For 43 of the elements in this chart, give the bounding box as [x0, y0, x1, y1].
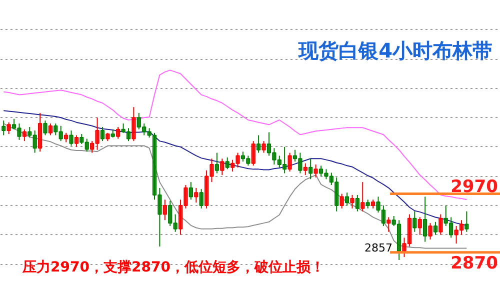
candlestick	[188, 182, 193, 200]
candlestick	[214, 152, 219, 174]
candlestick	[355, 194, 360, 212]
candlestick	[43, 120, 48, 136]
candlestick	[220, 158, 224, 176]
candlestick	[350, 194, 354, 209]
candlestick	[464, 210, 469, 232]
candlestick	[100, 126, 105, 142]
candlestick	[64, 132, 68, 143]
candlestick	[162, 199, 167, 221]
ref-line-label: 2870	[450, 253, 498, 274]
candlestick	[6, 122, 11, 135]
candlestick	[433, 221, 438, 236]
candlestick	[438, 214, 443, 236]
candlestick	[386, 216, 391, 232]
candlestick	[412, 210, 417, 232]
candlestick	[74, 134, 79, 148]
candlestick	[251, 140, 256, 166]
candlestick	[422, 196, 428, 242]
text: 现货白银4小时布林带	[298, 38, 493, 62]
candlestick	[199, 188, 204, 209]
candlestick	[308, 158, 313, 180]
candlestick	[69, 130, 74, 146]
candlestick	[303, 162, 308, 176]
candlestick	[418, 216, 422, 236]
annotation: 压力2970，支撑2870，低位短多，破位止损！	[22, 260, 324, 276]
candlestick	[314, 164, 318, 178]
candlestick	[344, 192, 350, 206]
candlestick	[256, 134, 261, 154]
candlestick	[132, 106, 136, 142]
annotation: 2857	[364, 242, 393, 254]
candlestick	[22, 128, 26, 142]
candlestick	[288, 152, 292, 172]
candlestick	[116, 126, 120, 140]
candlestick	[194, 187, 198, 204]
candlestick	[2, 120, 6, 136]
candlestick	[428, 222, 432, 240]
candlestick	[340, 193, 344, 209]
candlestick	[48, 123, 53, 136]
ref-line-label: 2970	[450, 176, 498, 197]
candlestick	[262, 140, 266, 154]
candlestick	[225, 156, 230, 170]
candlestick	[360, 182, 365, 212]
